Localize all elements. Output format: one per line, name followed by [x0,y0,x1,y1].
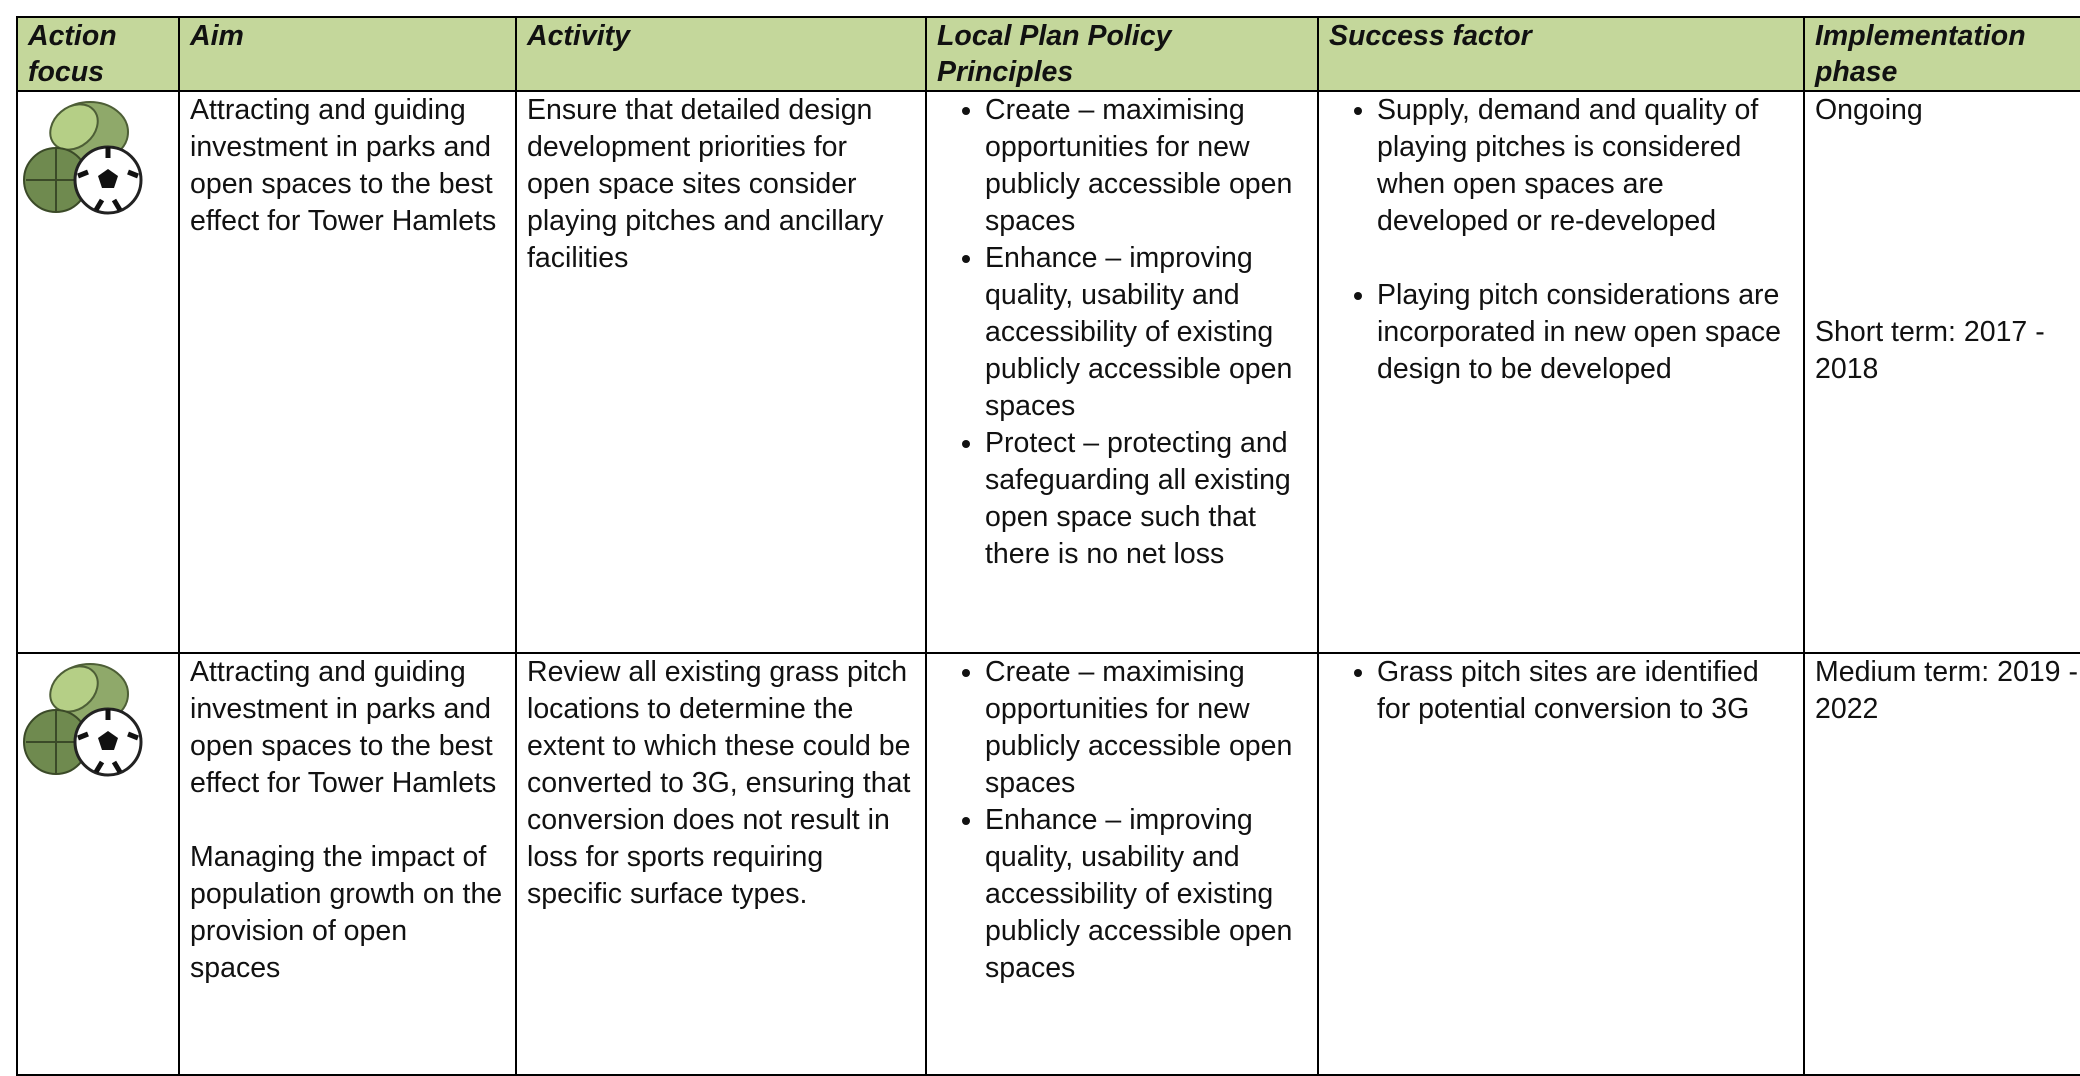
success-cell: Supply, demand and quality of playing pi… [1317,90,1805,654]
sports-icon [23,663,143,777]
activity-cell: Ensure that detailed design development … [515,90,927,654]
success-list: Grass pitch sites are identified for pot… [1329,654,1793,728]
table-row: Attracting and guiding investment in par… [16,652,2080,1076]
principles-cell: Create – maximising opportunities for ne… [925,90,1319,654]
aim-cell: Attracting and guiding investment in par… [178,90,517,654]
principles-list: Create – maximising opportunities for ne… [937,654,1307,987]
principles-list: Create – maximising opportunities for ne… [937,92,1307,573]
action-table: Action focus Aim Activity Local Plan Policy… [16,16,2080,1076]
header-cell: Action focus [16,16,180,92]
header-cell: Implementation phase [1803,16,2080,92]
principle-item: Protect – protecting and safeguarding al… [985,425,1307,573]
phase-text: Medium term: 2019 - 2022 [1815,656,2078,725]
icon-cell [16,90,180,654]
principle-item: Create – maximising opportunities for ne… [985,654,1307,802]
principles-cell: Create – maximising opportunities for ne… [925,652,1319,1076]
sports-icon [23,101,143,215]
success-item: Supply, demand and quality of playing pi… [1377,92,1793,240]
success-cell: Grass pitch sites are identified for pot… [1317,652,1805,1076]
activity-text: Review all existing grass pitch location… [527,656,911,910]
table-row: Attracting and guiding investment in par… [16,90,2080,654]
activity-cell: Review all existing grass pitch location… [515,652,927,1076]
principle-item: Create – maximising opportunities for ne… [985,92,1307,240]
aim-text: Managing the impact of population growth… [190,841,503,984]
phase-text: Ongoing [1815,94,1923,126]
aim-text: Attracting and guiding investment in par… [190,94,497,237]
phase-text: Short term: 2017 - 2018 [1815,316,2045,385]
principle-item: Enhance – improving quality, usability a… [985,802,1307,987]
aim-cell: Attracting and guiding investment in par… [178,652,517,1076]
header-cell: Activity [515,16,927,92]
header-cell: Aim [178,16,517,92]
header-cell: Success factor [1317,16,1805,92]
success-list: Supply, demand and quality of playing pi… [1329,92,1793,388]
principle-item: Enhance – improving quality, usability a… [985,240,1307,425]
header-cell: Local Plan Policy Principles [925,16,1319,92]
page: Action focus Aim Activity Local Plan Policy… [0,0,2080,1053]
success-item: Grass pitch sites are identified for pot… [1377,654,1793,728]
aim-text: Attracting and guiding investment in par… [190,656,497,799]
success-item: Playing pitch considerations are incorpo… [1377,277,1793,388]
activity-text: Ensure that detailed design development … [527,94,884,274]
phase-cell: Ongoing Short term: 2017 - 2018 [1803,90,2080,654]
icon-cell [16,652,180,1076]
header-row: Action focus Aim Activity Local Plan Policy… [16,16,2080,92]
phase-cell: Medium term: 2019 - 2022 [1803,652,2080,1076]
